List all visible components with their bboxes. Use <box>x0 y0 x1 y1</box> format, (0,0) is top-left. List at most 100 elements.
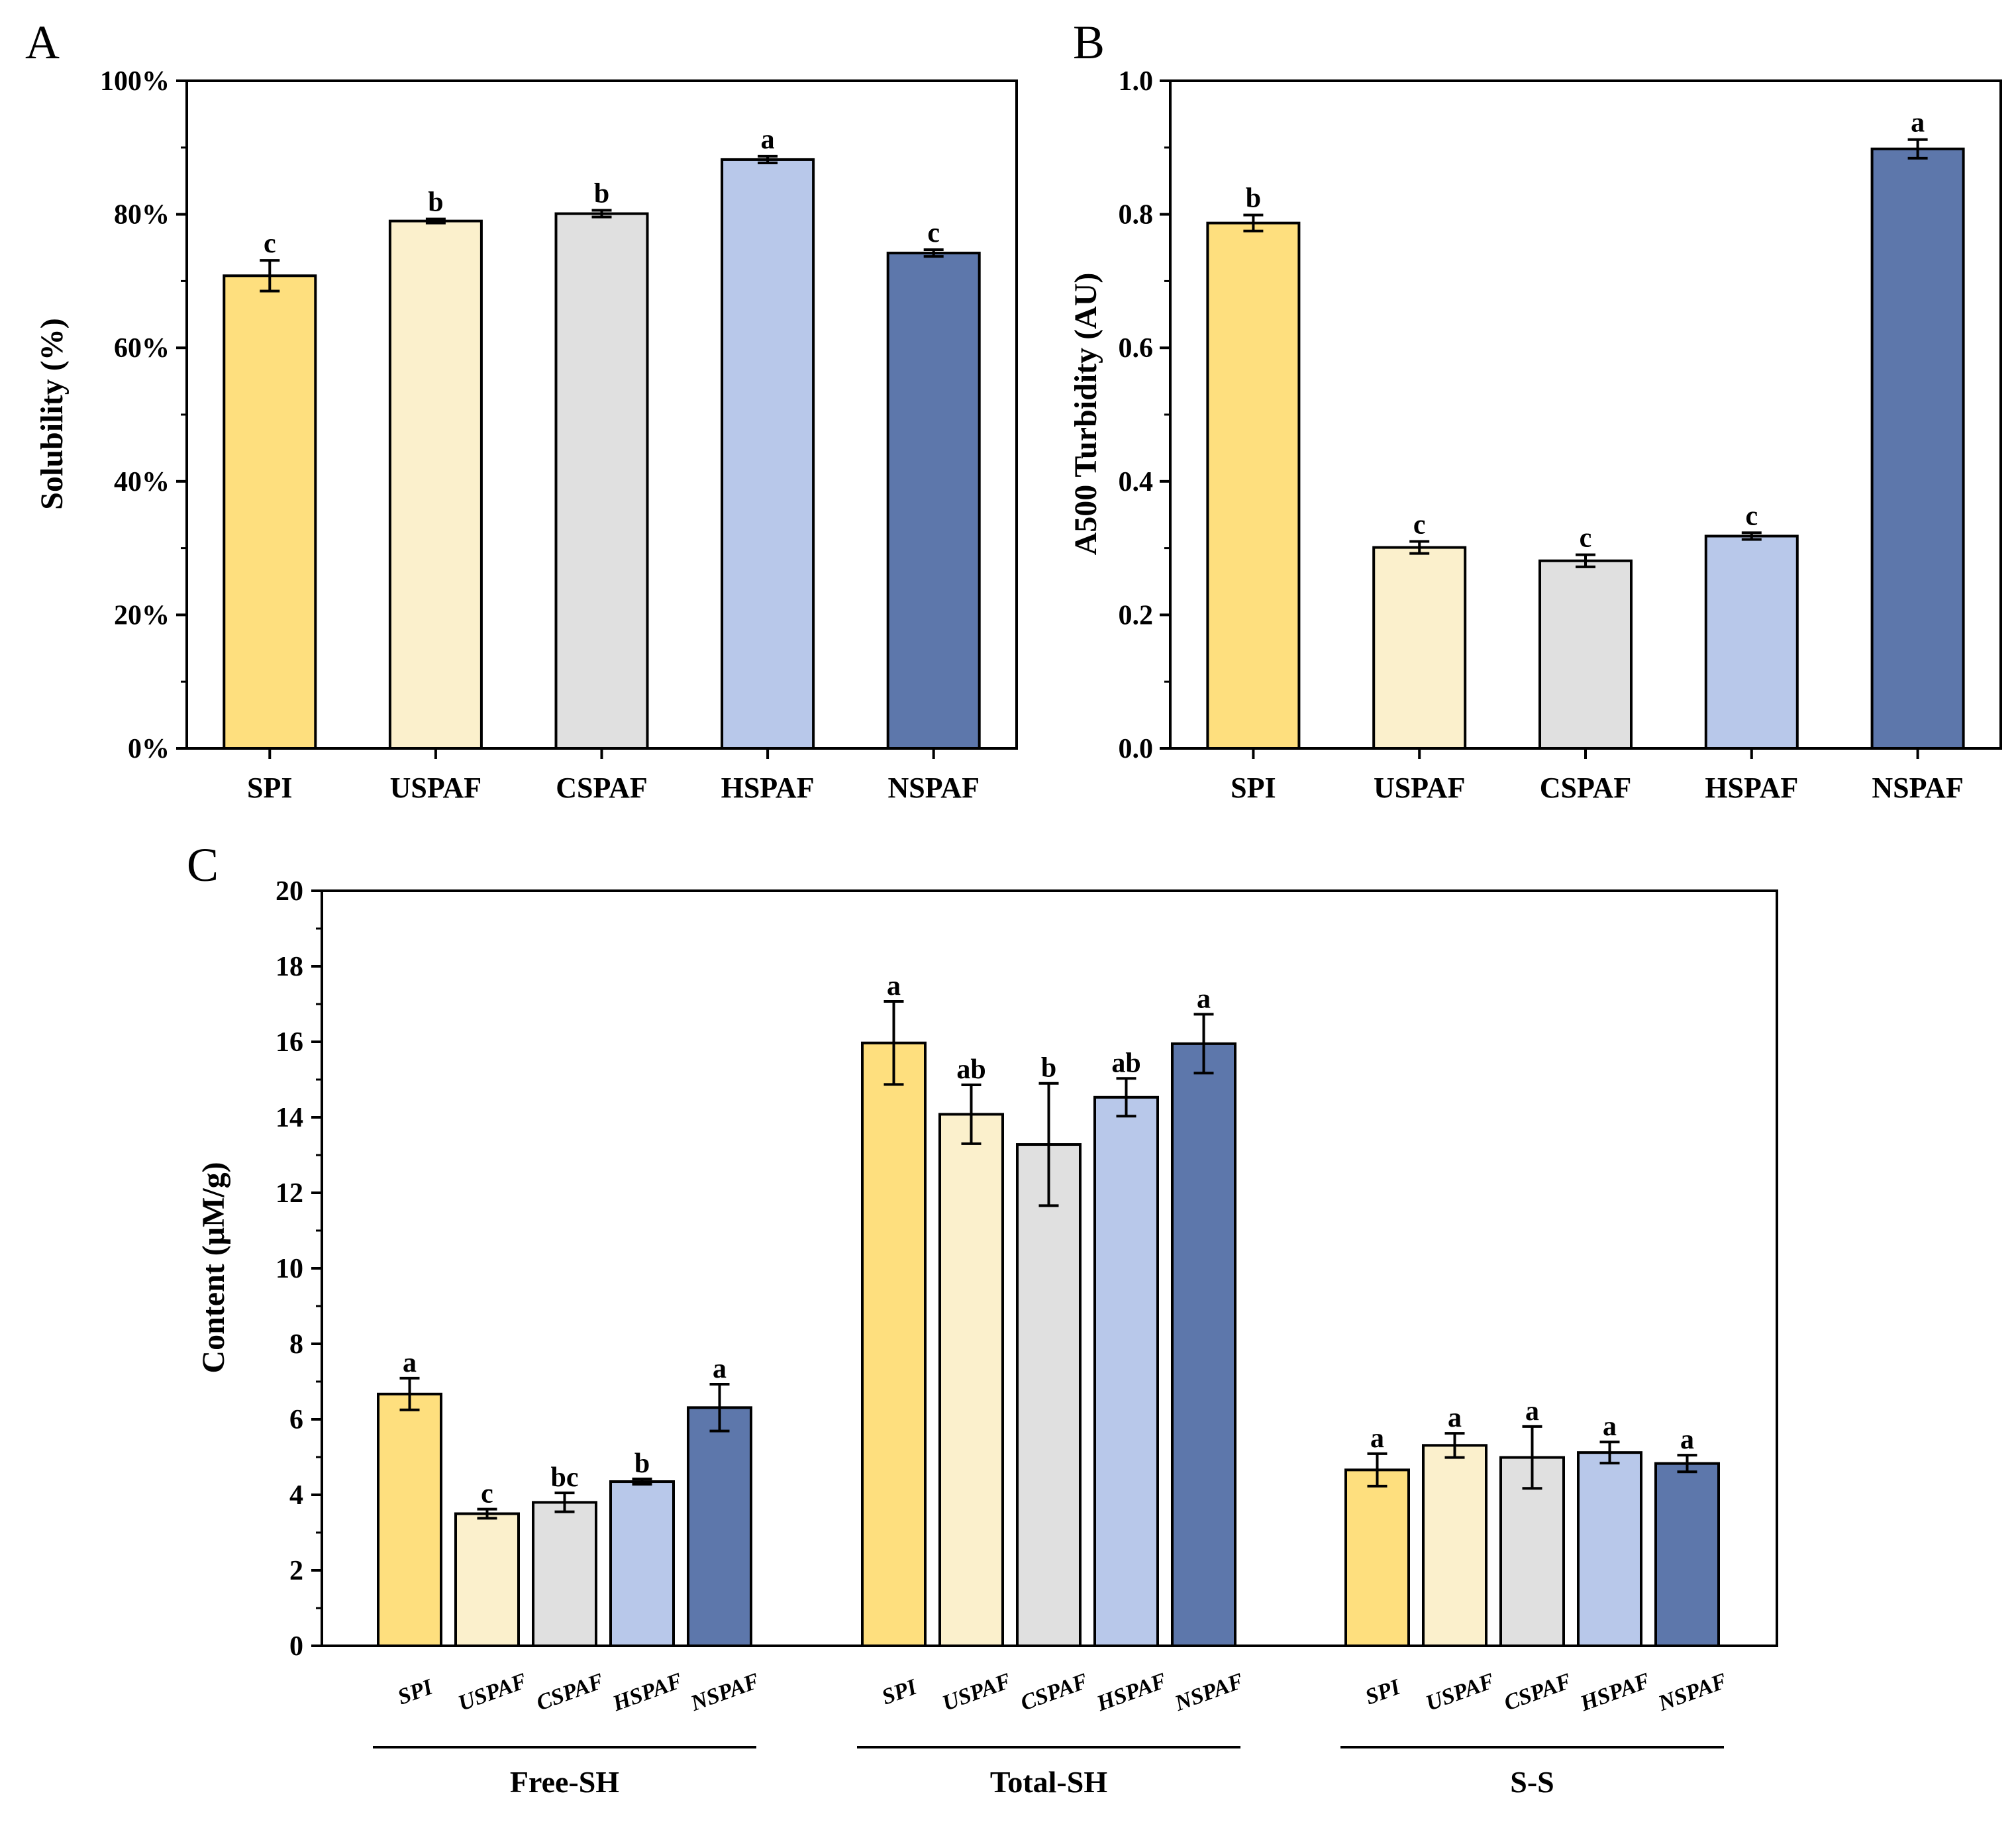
significance-label: c <box>481 1479 493 1509</box>
x-tick-label: CSPAF <box>1017 1669 1091 1716</box>
y-tick-label: 1.0 <box>1119 66 1154 97</box>
bar-free-sh-cspaf <box>532 1501 597 1647</box>
plot-frame <box>321 889 1778 1647</box>
plot-frame <box>185 79 1018 750</box>
significance-label: b <box>1041 1053 1056 1084</box>
significance-label: a <box>403 1348 417 1378</box>
panel-a-label: A <box>25 16 60 69</box>
x-tick-label: SPI <box>879 1674 921 1709</box>
y-tick-label: 4 <box>289 1480 303 1511</box>
panel-c-ylabel: Content (μM/g) <box>196 1162 231 1373</box>
y-tick-label: 0.0 <box>1119 734 1154 764</box>
y-tick-label: 8 <box>289 1329 303 1360</box>
significance-label: a <box>1197 984 1211 1014</box>
significance-label: a <box>713 1354 727 1384</box>
panel-c: C Content (μM/g) 0 2 4 6 8 10 12 14 16 18 20 a SPI c U… <box>187 838 1778 1799</box>
significance-label: a <box>1525 1396 1539 1427</box>
y-tick-label: 80% <box>114 200 170 230</box>
x-tick-label: HSPAF <box>1093 1668 1170 1716</box>
panel-b: B A500 Turbidity (AU) 0.0 0.2 0.4 0.6 0.8 1.0… <box>1068 16 2002 804</box>
significance-label: b <box>634 1448 650 1479</box>
y-tick-label: 40% <box>114 467 170 497</box>
group-label: Total-SH <box>990 1765 1107 1799</box>
y-tick-label: 0.8 <box>1119 200 1154 230</box>
x-tick-label: USPAF <box>939 1668 1015 1715</box>
group-label: S-S <box>1510 1765 1554 1799</box>
bar-total-sh-nspaf <box>1171 1042 1236 1647</box>
y-tick-label: 14 <box>276 1103 303 1133</box>
significance-label: a <box>1603 1411 1617 1442</box>
x-tick-label: HSPAF <box>721 772 815 804</box>
x-tick-label: NSPAF <box>1654 1668 1731 1716</box>
y-tick-label: 0.4 <box>1119 467 1154 497</box>
significance-label: c <box>1413 510 1426 540</box>
x-tick-label: HSPAF <box>1705 772 1798 804</box>
y-tick-label: 0.6 <box>1119 333 1154 364</box>
x-tick-label: CSPAF <box>533 1669 607 1716</box>
x-tick-label: HSPAF <box>609 1668 685 1716</box>
significance-label: a <box>761 125 775 155</box>
x-tick-label: USPAF <box>390 772 482 804</box>
significance-label: bc <box>551 1462 579 1493</box>
x-tick-label: NSPAF <box>887 772 980 804</box>
y-tick-label: 18 <box>276 952 303 982</box>
significance-label: c <box>927 218 940 248</box>
bar-free-sh-nspaf <box>687 1406 752 1648</box>
panel-b-ylabel: A500 Turbidity (AU) <box>1068 273 1103 556</box>
group-label: Free-SH <box>510 1765 619 1799</box>
bar-hspaf <box>1704 534 1799 750</box>
y-tick-label: 20% <box>114 600 170 631</box>
significance-label: b <box>428 187 443 218</box>
bar-s-s-nspaf <box>1654 1462 1720 1647</box>
x-tick-label: CSPAF <box>556 772 648 804</box>
significance-label: ab <box>956 1054 985 1085</box>
bar-hspaf <box>721 158 815 750</box>
bar-uspaf <box>388 219 483 750</box>
significance-label: c <box>1745 501 1758 531</box>
x-tick-label: CSPAF <box>1501 1669 1575 1716</box>
bar-s-s-uspaf <box>1422 1444 1487 1648</box>
y-tick-label: 0 <box>289 1631 303 1662</box>
y-tick-label: 20 <box>276 876 303 907</box>
significance-label: a <box>1370 1423 1384 1454</box>
bar-total-sh-hspaf <box>1093 1095 1159 1648</box>
bar-total-sh-cspaf <box>1016 1143 1082 1648</box>
bar-uspaf <box>1372 546 1467 750</box>
significance-label: b <box>1246 183 1261 214</box>
x-tick-label: SPI <box>1362 1674 1405 1709</box>
x-tick-label: HSPAF <box>1576 1668 1653 1716</box>
y-tick-label: 2 <box>289 1556 303 1586</box>
plot-frame <box>1169 79 2002 750</box>
y-tick-label: 10 <box>276 1254 303 1284</box>
significance-label: b <box>594 179 609 209</box>
y-tick-label: 0.2 <box>1119 600 1154 631</box>
bar-s-s-hspaf <box>1577 1451 1642 1647</box>
y-tick-label: 60% <box>114 333 170 364</box>
bar-total-sh-spi <box>861 1041 927 1647</box>
significance-label: a <box>1680 1425 1694 1455</box>
x-tick-label: SPI <box>1231 772 1276 804</box>
x-tick-label: SPI <box>395 1674 437 1709</box>
significance-label: a <box>1911 108 1925 138</box>
bar-total-sh-uspaf <box>938 1113 1004 1647</box>
x-tick-label: NSPAF <box>1171 1668 1247 1716</box>
significance-label: c <box>1580 523 1592 554</box>
bar-s-s-spi <box>1344 1468 1410 1647</box>
y-tick-label: 100% <box>100 66 170 97</box>
significance-label: c <box>264 228 276 259</box>
x-tick-label: USPAF <box>455 1668 530 1715</box>
x-tick-label: NSPAF <box>1872 772 1964 804</box>
y-tick-label: 6 <box>289 1405 303 1435</box>
y-tick-label: 16 <box>276 1027 303 1058</box>
significance-label: a <box>887 971 901 1001</box>
bar-free-sh-uspaf <box>454 1512 520 1647</box>
bar-free-sh-hspaf <box>609 1480 675 1648</box>
significance-label: ab <box>1111 1048 1140 1078</box>
panel-b-label: B <box>1073 16 1105 69</box>
bar-nspaf <box>1870 147 1965 750</box>
y-tick-label: 0% <box>128 734 170 764</box>
bar-spi <box>1206 221 1301 750</box>
x-tick-label: SPI <box>247 772 292 804</box>
x-tick-label: NSPAF <box>687 1668 763 1716</box>
